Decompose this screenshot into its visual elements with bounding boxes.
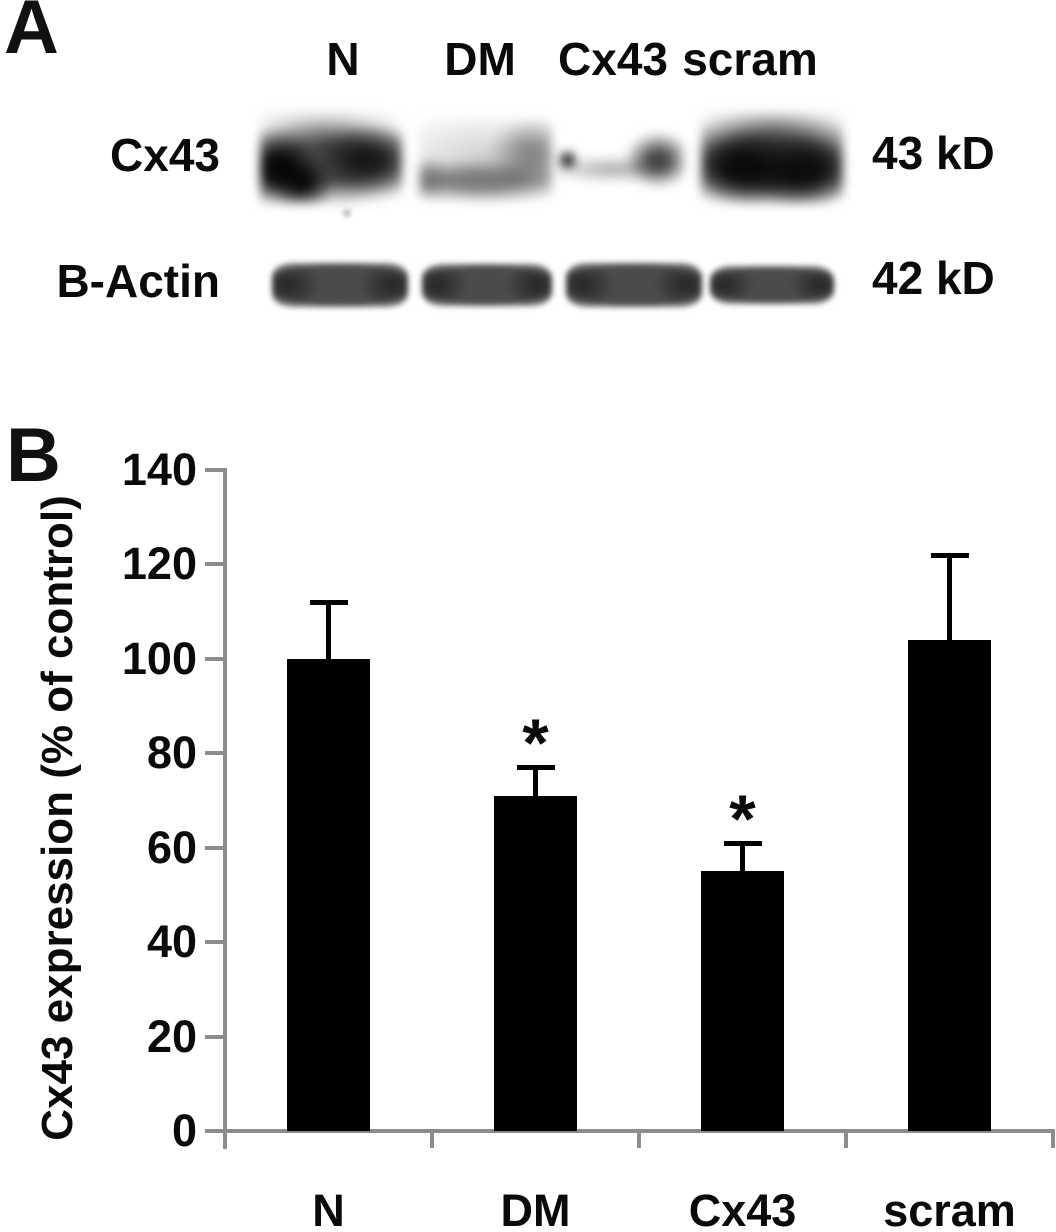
error-bar-cap bbox=[930, 552, 969, 558]
error-bar-cap bbox=[516, 765, 555, 771]
y-tick-label: 40 bbox=[146, 916, 197, 968]
x-axis-line bbox=[223, 1129, 1055, 1133]
blot-row-label-bactin: B-Actin bbox=[56, 255, 220, 307]
lane-label-n: N bbox=[326, 33, 360, 85]
bar bbox=[494, 795, 577, 1131]
blot-band-actin-n bbox=[272, 263, 408, 307]
bar bbox=[701, 871, 784, 1131]
y-tick bbox=[205, 845, 225, 850]
x-tick bbox=[223, 1133, 227, 1148]
blot-band-actin-dm bbox=[422, 264, 552, 306]
lane-label-dm: DM bbox=[444, 33, 516, 85]
mw-label-43kd: 43 kD bbox=[872, 127, 995, 179]
y-tick-label: 20 bbox=[146, 1010, 197, 1062]
bar bbox=[908, 639, 991, 1131]
error-bar bbox=[326, 602, 331, 659]
y-tick-label: 60 bbox=[146, 821, 197, 873]
x-category-label: Cx43 bbox=[688, 1185, 797, 1232]
y-tick-label: 120 bbox=[121, 538, 197, 590]
significance-asterisk: * bbox=[729, 780, 756, 857]
blot-band-cx43-sirna bbox=[556, 132, 684, 194]
x-category-label: N bbox=[312, 1185, 345, 1232]
x-category-label: DM bbox=[500, 1185, 571, 1232]
y-tick-label: 80 bbox=[146, 727, 197, 779]
y-tick bbox=[205, 1034, 225, 1039]
y-tick bbox=[205, 751, 225, 756]
panel-a-label: A bbox=[4, 0, 59, 70]
blot-band-cx43-n bbox=[260, 112, 402, 204]
y-tick-label: 0 bbox=[171, 1105, 197, 1156]
error-bar-cap bbox=[723, 840, 762, 846]
y-tick bbox=[205, 656, 225, 661]
mw-label-42kd: 42 kD bbox=[872, 252, 995, 304]
blot-band-cx43-scram bbox=[701, 112, 843, 204]
y-tick bbox=[205, 562, 225, 567]
lane-label-cx43: Cx43 bbox=[558, 33, 668, 85]
x-tick bbox=[1051, 1133, 1055, 1148]
y-tick bbox=[205, 1129, 225, 1133]
y-tick-label: 100 bbox=[121, 632, 197, 684]
x-tick bbox=[430, 1133, 434, 1148]
panel-a: A N DM Cx43 scram Cx43 B-Actin 43 kD 42 … bbox=[0, 0, 1056, 360]
y-tick bbox=[205, 468, 225, 472]
blot-row-label-cx43: Cx43 bbox=[110, 129, 220, 181]
y-tick bbox=[205, 940, 225, 945]
bar bbox=[287, 658, 370, 1131]
panel-b: B bbox=[0, 360, 1056, 1232]
x-tick bbox=[637, 1133, 641, 1148]
x-category-label: scram bbox=[883, 1185, 1016, 1232]
y-tick-label: 140 bbox=[121, 444, 197, 495]
error-bar-cap bbox=[309, 600, 348, 606]
error-bar bbox=[947, 554, 952, 640]
significance-asterisk: * bbox=[522, 705, 549, 782]
blot-band-actin-cx43 bbox=[566, 263, 702, 307]
y-axis-line bbox=[223, 468, 227, 1149]
error-bar bbox=[740, 842, 745, 872]
lane-label-scram: scram bbox=[682, 33, 818, 85]
error-bar bbox=[533, 767, 538, 796]
blot-speck bbox=[340, 208, 354, 218]
blot-band-cx43-dm bbox=[419, 118, 552, 203]
x-tick bbox=[844, 1133, 848, 1148]
blot-band-actin-scram bbox=[710, 266, 834, 304]
panel-b-label: B bbox=[6, 413, 61, 498]
